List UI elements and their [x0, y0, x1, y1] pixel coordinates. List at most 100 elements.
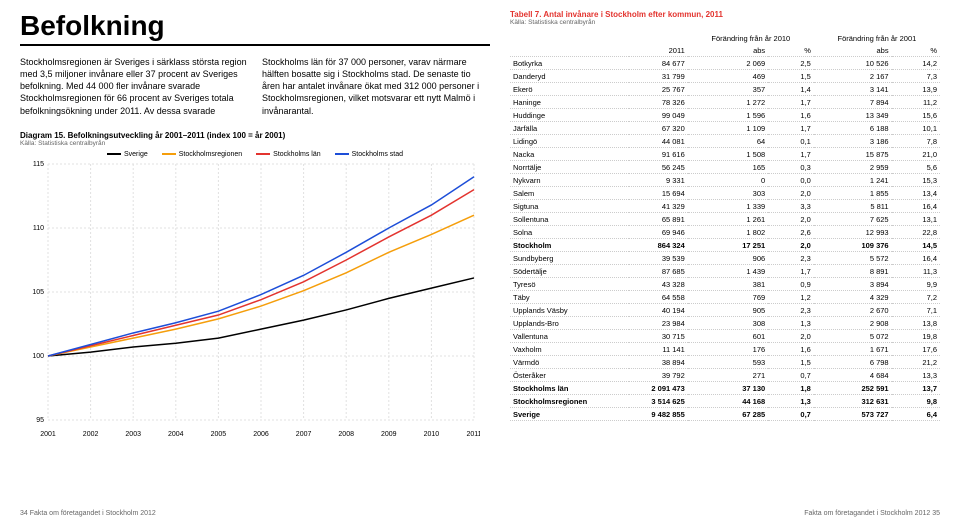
- table-cell: 10 526: [814, 57, 892, 70]
- table-cell: Botkyrka: [510, 57, 629, 70]
- table-cell: 78 326: [629, 96, 688, 109]
- svg-text:2005: 2005: [211, 431, 227, 438]
- table-cell: 2 091 473: [629, 382, 688, 395]
- table-cell: 13 349: [814, 109, 892, 122]
- table-cell: 16,4: [892, 252, 940, 265]
- data-table: Förändring från år 2010Förändring från å…: [510, 32, 940, 421]
- table-row: Haninge78 3261 2721,77 89411,2: [510, 96, 940, 109]
- table-cell: Sundbyberg: [510, 252, 629, 265]
- table-cell: 1 439: [688, 265, 768, 278]
- table-row: Huddinge99 0491 5961,613 34915,6: [510, 109, 940, 122]
- table-row: Nykvarn9 33100,01 24115,3: [510, 174, 940, 187]
- legend-label: Stockholms stad: [352, 151, 403, 158]
- table-cell: 593: [688, 356, 768, 369]
- chart: 9510010511011520012002200320042005200620…: [20, 160, 490, 440]
- table-row: Sigtuna41 3291 3393,35 81116,4: [510, 200, 940, 213]
- table-row: Solna69 9461 8022,612 99322,8: [510, 226, 940, 239]
- table-cell: 9 331: [629, 174, 688, 187]
- table-cell: Sollentuna: [510, 213, 629, 226]
- table-cell: 9 482 855: [629, 408, 688, 421]
- table-cell: 769: [688, 291, 768, 304]
- table-cell: 469: [688, 70, 768, 83]
- table-cell: 13,7: [892, 382, 940, 395]
- footer-left: 34 Fakta om företagandet i Stockholm 201…: [20, 510, 156, 517]
- table-cell: 3 186: [814, 135, 892, 148]
- table-cell: 64 558: [629, 291, 688, 304]
- table-cell: 11,3: [892, 265, 940, 278]
- table-cell: 0,3: [768, 161, 814, 174]
- table-row: Upplands Väsby40 1949052,32 6707,1: [510, 304, 940, 317]
- table-cell: 5,6: [892, 161, 940, 174]
- table-cell: 39 539: [629, 252, 688, 265]
- table-cell: 43 328: [629, 278, 688, 291]
- table-body: Botkyrka84 6772 0692,510 52614,2Danderyd…: [510, 57, 940, 421]
- table-cell: 8 891: [814, 265, 892, 278]
- table-cell: 1,7: [768, 96, 814, 109]
- table-cell: 2,0: [768, 213, 814, 226]
- table-cell: 23 984: [629, 317, 688, 330]
- svg-text:2007: 2007: [296, 431, 312, 438]
- table-cell: 5 811: [814, 200, 892, 213]
- table-cell: 13,8: [892, 317, 940, 330]
- table-row: Stockholms län2 091 47337 1301,8252 5911…: [510, 382, 940, 395]
- chart-legend: SverigeStockholmsregionenStockholms länS…: [20, 151, 490, 158]
- table-cell: 271: [688, 369, 768, 382]
- table-cell: 573 727: [814, 408, 892, 421]
- table-cell: 3 514 625: [629, 395, 688, 408]
- table-cell: 2 908: [814, 317, 892, 330]
- table-cell: 381: [688, 278, 768, 291]
- table-cell: 2,5: [768, 57, 814, 70]
- page: Befolkning Stockholmsregionen är Sverige…: [0, 0, 960, 521]
- table-cell: 1,2: [768, 291, 814, 304]
- table-cell: 69 946: [629, 226, 688, 239]
- table-cell: 37 130: [688, 382, 768, 395]
- table-cell: 2 069: [688, 57, 768, 70]
- table-cell: 1,7: [768, 148, 814, 161]
- table-cell: Ekerö: [510, 83, 629, 96]
- table-cell: 2,0: [768, 330, 814, 343]
- table-cell: 1 339: [688, 200, 768, 213]
- table-cell: 14,2: [892, 57, 940, 70]
- table-cell: 1 855: [814, 187, 892, 200]
- table-cell: 1,7: [768, 122, 814, 135]
- table-cell: 40 194: [629, 304, 688, 317]
- table-cell: 3,3: [768, 200, 814, 213]
- table-row: Sverige9 482 85567 2850,7573 7276,4: [510, 408, 940, 421]
- table-head: Förändring från år 2010Förändring från å…: [510, 32, 940, 57]
- diagram-source: Källa: Statistiska centralbyrån: [20, 140, 490, 147]
- table-cell: 12 993: [814, 226, 892, 239]
- table-cell: 109 376: [814, 239, 892, 252]
- table-cell: 56 245: [629, 161, 688, 174]
- table-cell: Sverige: [510, 408, 629, 421]
- table-cell: 17 251: [688, 239, 768, 252]
- table-cell: 11,2: [892, 96, 940, 109]
- legend-swatch: [162, 153, 176, 155]
- table-cell: Haninge: [510, 96, 629, 109]
- table-cell: 2,3: [768, 252, 814, 265]
- table-cell: 1 261: [688, 213, 768, 226]
- table-row: Värmdö38 8945931,56 79821,2: [510, 356, 940, 369]
- table-cell: 905: [688, 304, 768, 317]
- body-paragraph: Stockholmsregionen är Sveriges i särklas…: [20, 56, 490, 117]
- legend-swatch: [335, 153, 349, 155]
- table-cell: 15,3: [892, 174, 940, 187]
- table-cell: 6 798: [814, 356, 892, 369]
- table-cell: 1,5: [768, 70, 814, 83]
- legend-label: Sverige: [124, 151, 148, 158]
- table-cell: 7,2: [892, 291, 940, 304]
- table-cell: 6,4: [892, 408, 940, 421]
- table-cell: 99 049: [629, 109, 688, 122]
- table-cell: 13,1: [892, 213, 940, 226]
- legend-label: Stockholmsregionen: [179, 151, 242, 158]
- table-cell: 1 241: [814, 174, 892, 187]
- table-cell: 67 320: [629, 122, 688, 135]
- table-cell: Upplands-Bro: [510, 317, 629, 330]
- table-cell: 25 767: [629, 83, 688, 96]
- table-cell: 3 141: [814, 83, 892, 96]
- diagram-caption: Diagram 15. Befolkningsutveckling år 200…: [20, 131, 490, 140]
- table-cell: Norrtälje: [510, 161, 629, 174]
- table-cell: 22,8: [892, 226, 940, 239]
- table-cell: Vaxholm: [510, 343, 629, 356]
- table-cell: 15,6: [892, 109, 940, 122]
- table-cell: 11 141: [629, 343, 688, 356]
